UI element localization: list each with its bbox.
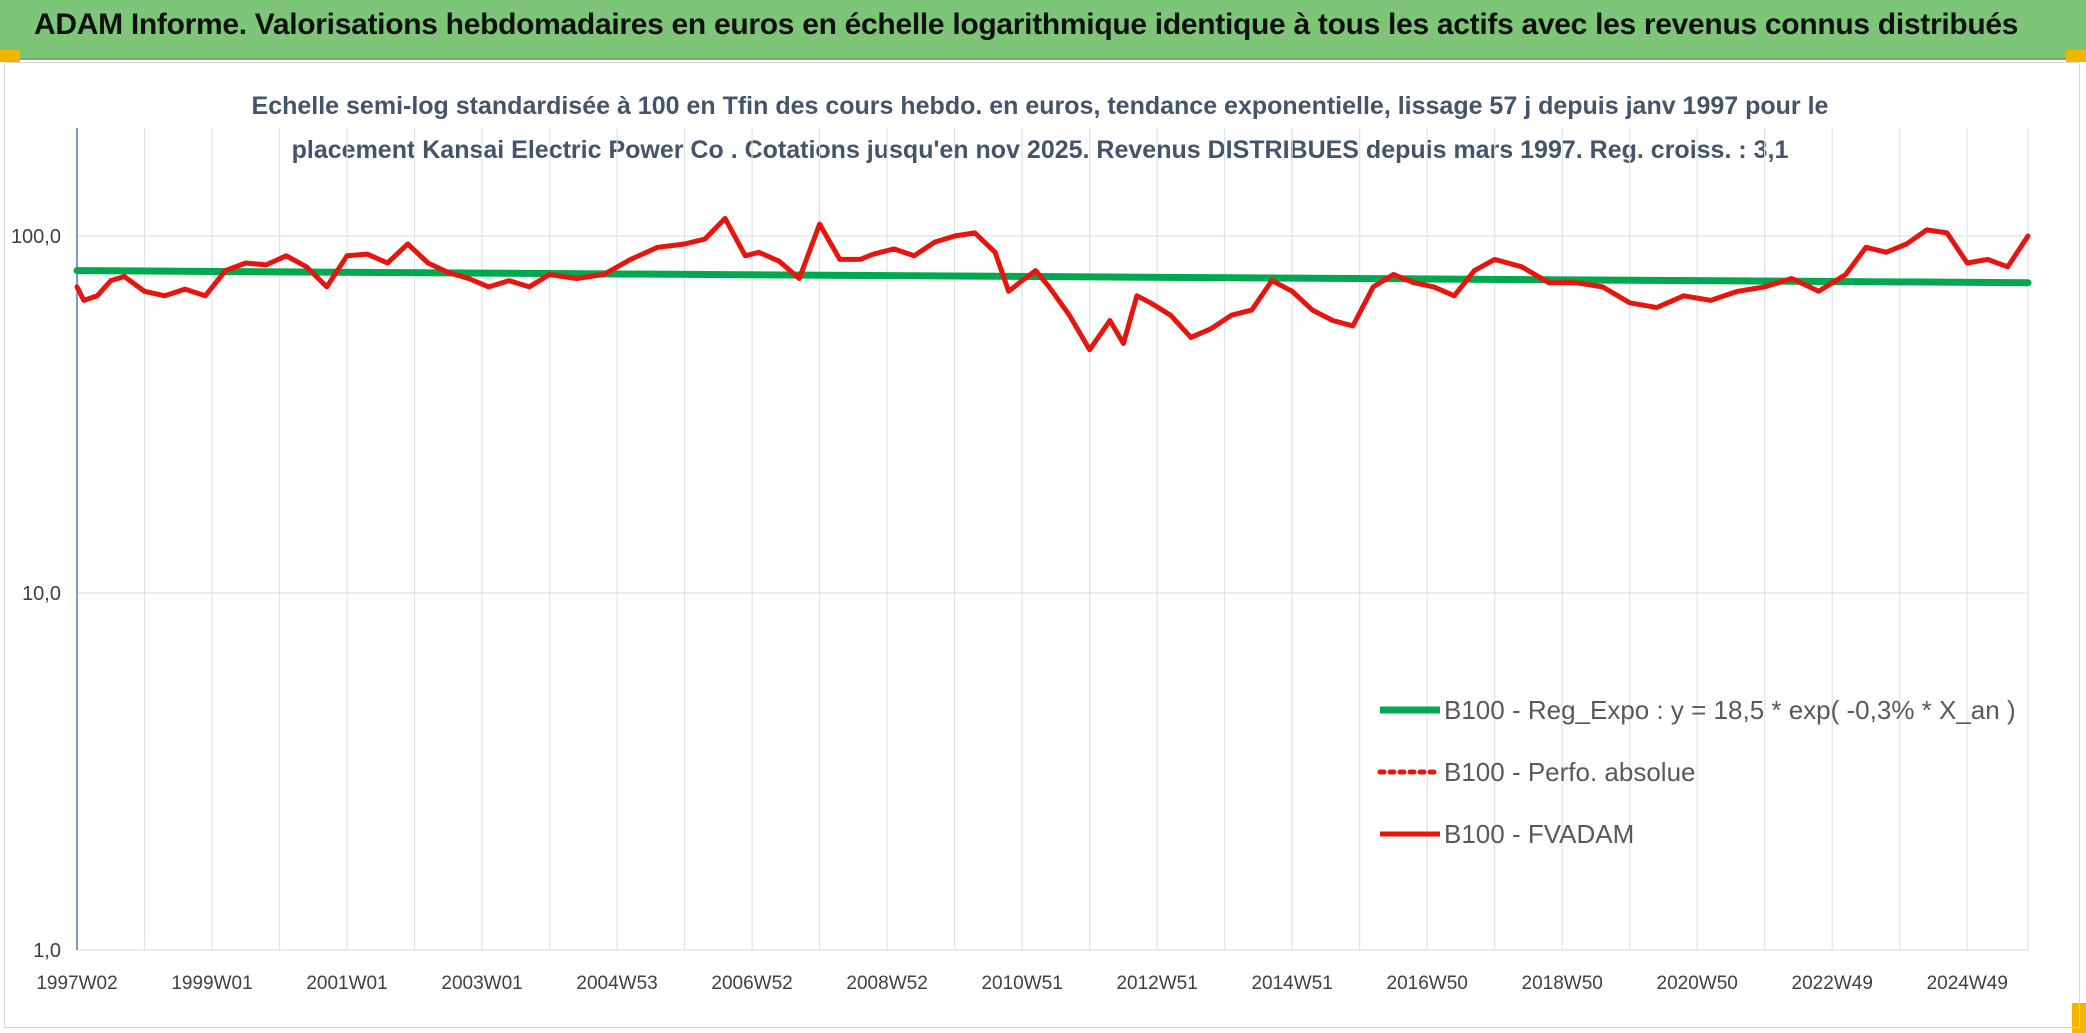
chart-frame [4, 62, 2080, 1028]
chart-subtitle-line-1: Echelle semi-log standardisée à 100 en T… [252, 92, 1829, 120]
corner-accent-right [2066, 50, 2086, 62]
x-tick-label-0: 1997W02 [36, 973, 117, 994]
series-line-0 [73, 267, 2032, 287]
x-tick-label-9: 2014W51 [1251, 973, 1332, 994]
y-tick-label-0: 1,0 [33, 940, 61, 962]
x-tick-labels: 1997W02 1999W01 2001W01 2003W01 2004W53 2006W… [36, 973, 2008, 994]
chart-legend: B100 - Reg_Expo : y = 18,5 * exp( -0,3% … [1377, 695, 2016, 849]
y-tick-label-1: 10,0 [22, 583, 61, 605]
x-tick-label-2: 2001W01 [306, 973, 387, 994]
y-tick-label-2: 100,0 [11, 226, 61, 248]
x-tick-label-8: 2012W51 [1116, 973, 1197, 994]
corner-accent-left [0, 50, 20, 62]
y-tick-labels: 1,0 10,0 100,0 [11, 226, 61, 962]
legend-label-1: B100 - Perfo. absolue [1444, 757, 1696, 787]
x-tick-label-14: 2024W49 [1927, 973, 2008, 994]
x-tick-label-1: 1999W01 [171, 973, 252, 994]
y-gridlines [77, 235, 2028, 951]
x-tick-label-4: 2004W53 [576, 973, 657, 994]
x-tick-label-12: 2020W50 [1657, 973, 1738, 994]
x-tick-label-3: 2003W01 [441, 973, 522, 994]
x-tick-label-5: 2006W52 [711, 973, 792, 994]
x-tick-label-13: 2022W49 [1792, 973, 1873, 994]
series-layer [73, 215, 2032, 353]
series-line-1 [74, 215, 2031, 353]
x-tick-label-6: 2008W52 [846, 973, 927, 994]
legend-label-2: B100 - FVADAM [1444, 819, 1634, 849]
report-header: ADAM Informe. Valorisations hebdomadaire… [0, 0, 2086, 60]
x-gridlines [76, 128, 2029, 950]
x-tick-label-10: 2016W50 [1387, 973, 1468, 994]
chart-subtitle-line-2: placement Kansai Electric Power Co . Cot… [292, 136, 1789, 164]
legend-label-0: B100 - Reg_Expo : y = 18,5 * exp( -0,3% … [1444, 695, 2016, 725]
x-tick-label-11: 2018W50 [1522, 973, 1603, 994]
report-title: ADAM Informe. Valorisations hebdomadaire… [34, 8, 2019, 41]
x-tick-label-7: 2010W51 [981, 973, 1062, 994]
